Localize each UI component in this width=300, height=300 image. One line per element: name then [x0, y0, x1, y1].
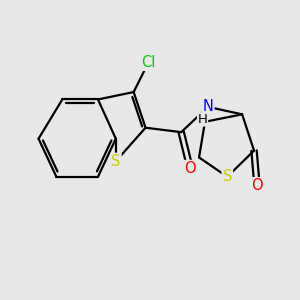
Text: O: O [251, 178, 263, 193]
Text: Cl: Cl [141, 55, 156, 70]
Text: S: S [111, 154, 121, 169]
Text: H: H [198, 113, 208, 126]
Text: N: N [202, 99, 213, 114]
Text: O: O [184, 161, 196, 176]
Text: S: S [223, 169, 232, 184]
